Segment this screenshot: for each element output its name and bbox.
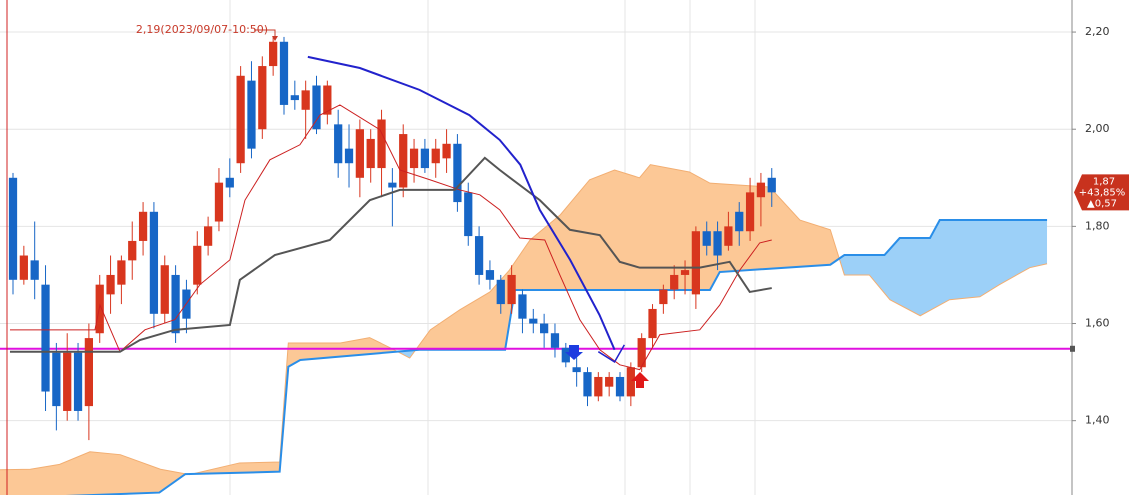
candle-body — [171, 274, 180, 334]
candle-body — [540, 323, 549, 334]
candle-body — [659, 289, 668, 305]
candle-body — [106, 274, 115, 295]
candle-body — [203, 226, 213, 246]
candle-body — [258, 66, 267, 130]
y-tick-label: 2,20 — [1085, 25, 1110, 38]
candle-body — [138, 211, 148, 241]
candle-body — [236, 75, 245, 164]
candle-body — [149, 211, 159, 314]
candle-body — [670, 274, 679, 290]
high-annotation: 2,19(2023/09/07-10:50) — [136, 23, 268, 36]
candle-body — [507, 274, 516, 305]
candle-body — [160, 265, 169, 314]
candle-body — [52, 352, 61, 407]
candle-body — [128, 240, 137, 261]
cloud-bullish — [0, 164, 1048, 495]
candle-body — [605, 376, 614, 387]
candle-body — [95, 284, 104, 334]
candle-body — [355, 129, 364, 178]
candle-body — [117, 260, 126, 285]
candle-body — [214, 182, 224, 222]
plot-area — [0, 31, 1072, 495]
indicator-line — [9, 104, 772, 371]
candle-body — [334, 124, 343, 164]
candle-body — [496, 279, 505, 305]
candle-body — [409, 148, 419, 169]
candle-body — [464, 192, 473, 237]
span-a-line — [0, 164, 1048, 476]
candle-body — [279, 41, 289, 105]
candle-body — [301, 90, 310, 110]
candle-body — [323, 85, 332, 115]
candle-body — [41, 284, 50, 392]
candle-body — [680, 270, 690, 275]
candle-body — [518, 294, 527, 319]
candle-body — [247, 80, 256, 149]
reference-marker — [1070, 345, 1075, 352]
candle-body — [442, 143, 451, 159]
candle-body — [377, 119, 386, 169]
y-tick-label: 1,40 — [1085, 414, 1110, 427]
candle-body — [366, 138, 375, 169]
y-tick-label: 1,80 — [1085, 219, 1110, 232]
candle-body — [73, 352, 83, 411]
candle-body — [485, 270, 495, 280]
annotation-arrow — [254, 29, 276, 38]
candle-body — [344, 148, 354, 164]
candle-body — [594, 376, 603, 397]
candle-body — [399, 134, 408, 188]
candle-body — [713, 231, 722, 256]
candle-body — [767, 177, 776, 193]
annotation-arrowhead — [272, 36, 278, 41]
candle-body — [453, 143, 462, 203]
change-label: ▲0,57 — [1087, 198, 1117, 209]
candle-body — [648, 308, 657, 339]
span-b-line — [65, 219, 1048, 495]
candle-body — [702, 231, 711, 246]
candle-body — [691, 231, 700, 295]
indicator-line — [307, 55, 616, 351]
candle-body — [756, 182, 766, 198]
candle-body — [30, 260, 39, 280]
candle-body — [8, 177, 18, 280]
y-tick-label: 2,00 — [1085, 122, 1110, 135]
sell-signal — [565, 345, 583, 360]
candle-body — [420, 148, 430, 169]
candle-body — [388, 182, 397, 188]
indicator-line — [597, 344, 625, 363]
candle-body — [735, 211, 744, 232]
candle-body — [724, 226, 733, 246]
candle-body — [19, 255, 28, 280]
candle-body — [626, 367, 635, 397]
change-pct-label: +43,85% — [1079, 187, 1126, 198]
candle-body — [637, 338, 646, 368]
candle-body — [583, 372, 592, 397]
candle-body — [225, 177, 234, 188]
candle-body — [550, 333, 560, 348]
candle-body — [63, 352, 72, 411]
candle-body — [312, 85, 321, 130]
candle-body — [745, 192, 755, 232]
candle-body — [561, 347, 570, 363]
candle-body — [84, 338, 94, 407]
candle-body — [269, 41, 278, 67]
candle-body — [290, 95, 299, 101]
buy-signal — [631, 372, 649, 388]
price-label: 1,87 — [1093, 176, 1115, 187]
candle-body — [572, 367, 581, 373]
price-box — [1074, 174, 1129, 211]
candle-body — [193, 245, 202, 285]
candle-body — [474, 236, 484, 275]
y-tick-label: 1,60 — [1085, 317, 1110, 330]
candle-body — [615, 376, 625, 397]
candle-body — [529, 318, 538, 324]
indicator-line — [9, 156, 772, 353]
candle-body — [431, 148, 440, 164]
